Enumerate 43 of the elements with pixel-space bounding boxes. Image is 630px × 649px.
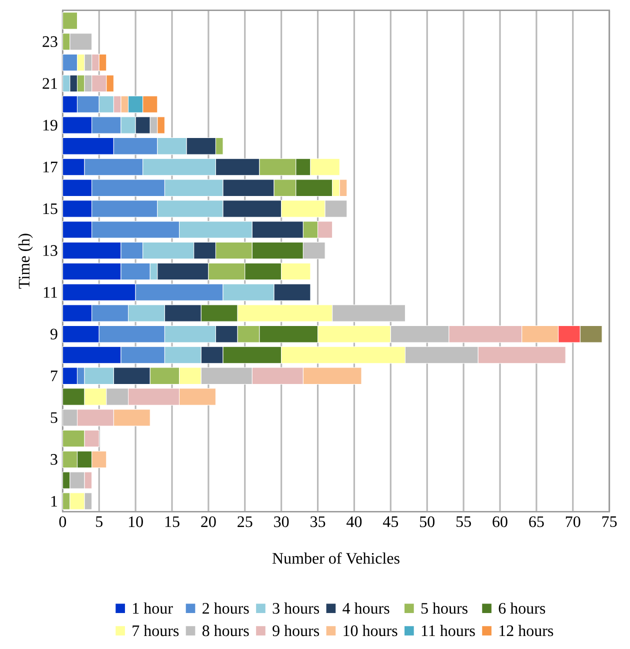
y-tick-label: 13 [43, 245, 58, 256]
y-tick-label: 5 [50, 412, 58, 423]
y-tick-label: 23 [42, 36, 58, 48]
x-tick-label: 55 [456, 516, 471, 527]
y-axis-title: Time (h) [18, 234, 33, 289]
x-tick-label: 50 [420, 516, 434, 528]
legend-label: 3 hours [272, 602, 320, 614]
x-tick-label: 25 [238, 516, 252, 528]
y-tick-label: 19 [43, 120, 58, 131]
legend-label: 1 hour [133, 602, 173, 614]
y-tick-label: 7 [51, 370, 58, 382]
legend-label: 10 hours [344, 624, 398, 636]
x-tick-label: 70 [566, 516, 580, 528]
x-tick-label: 30 [274, 516, 289, 528]
x-axis-title: Number of Vehicles [272, 552, 400, 564]
x-tick-label: 5 [96, 516, 102, 527]
legend-label: 4 hours [342, 602, 390, 614]
x-tick-label: 75 [602, 516, 617, 527]
y-tick-label: 3 [50, 454, 58, 465]
legend-label: 7 hours [132, 624, 179, 636]
x-tick-label: 10 [128, 516, 143, 528]
x-tick-label: 0 [59, 516, 66, 528]
legend-label: 8 hours [202, 624, 249, 636]
legend-label: 6 hours [498, 602, 546, 614]
legend-label: 11 hours [422, 624, 475, 636]
x-tick-label: 45 [382, 516, 398, 528]
x-tick-label: 15 [165, 516, 180, 528]
y-tick-label: 11 [44, 287, 58, 298]
bar [62, 12, 78, 30]
legend-label: 5 hours [421, 602, 468, 614]
x-tick-label: 40 [346, 516, 362, 528]
legend-label: 9 hours [272, 624, 320, 636]
x-tick-label: 60 [492, 516, 508, 528]
y-tick-label: 1 [51, 496, 58, 506]
y-tick-label: 21 [42, 78, 58, 89]
x-tick-label: 35 [310, 516, 326, 528]
y-tick-label: 15 [43, 203, 58, 214]
legend-label: 2 hours [202, 602, 249, 614]
x-tick-label: 65 [529, 516, 544, 528]
y-tick-label: 9 [50, 328, 58, 340]
x-tick-label: 20 [201, 516, 216, 528]
y-tick-label: 17 [43, 162, 58, 172]
legend-label: 12 hours [500, 624, 554, 636]
